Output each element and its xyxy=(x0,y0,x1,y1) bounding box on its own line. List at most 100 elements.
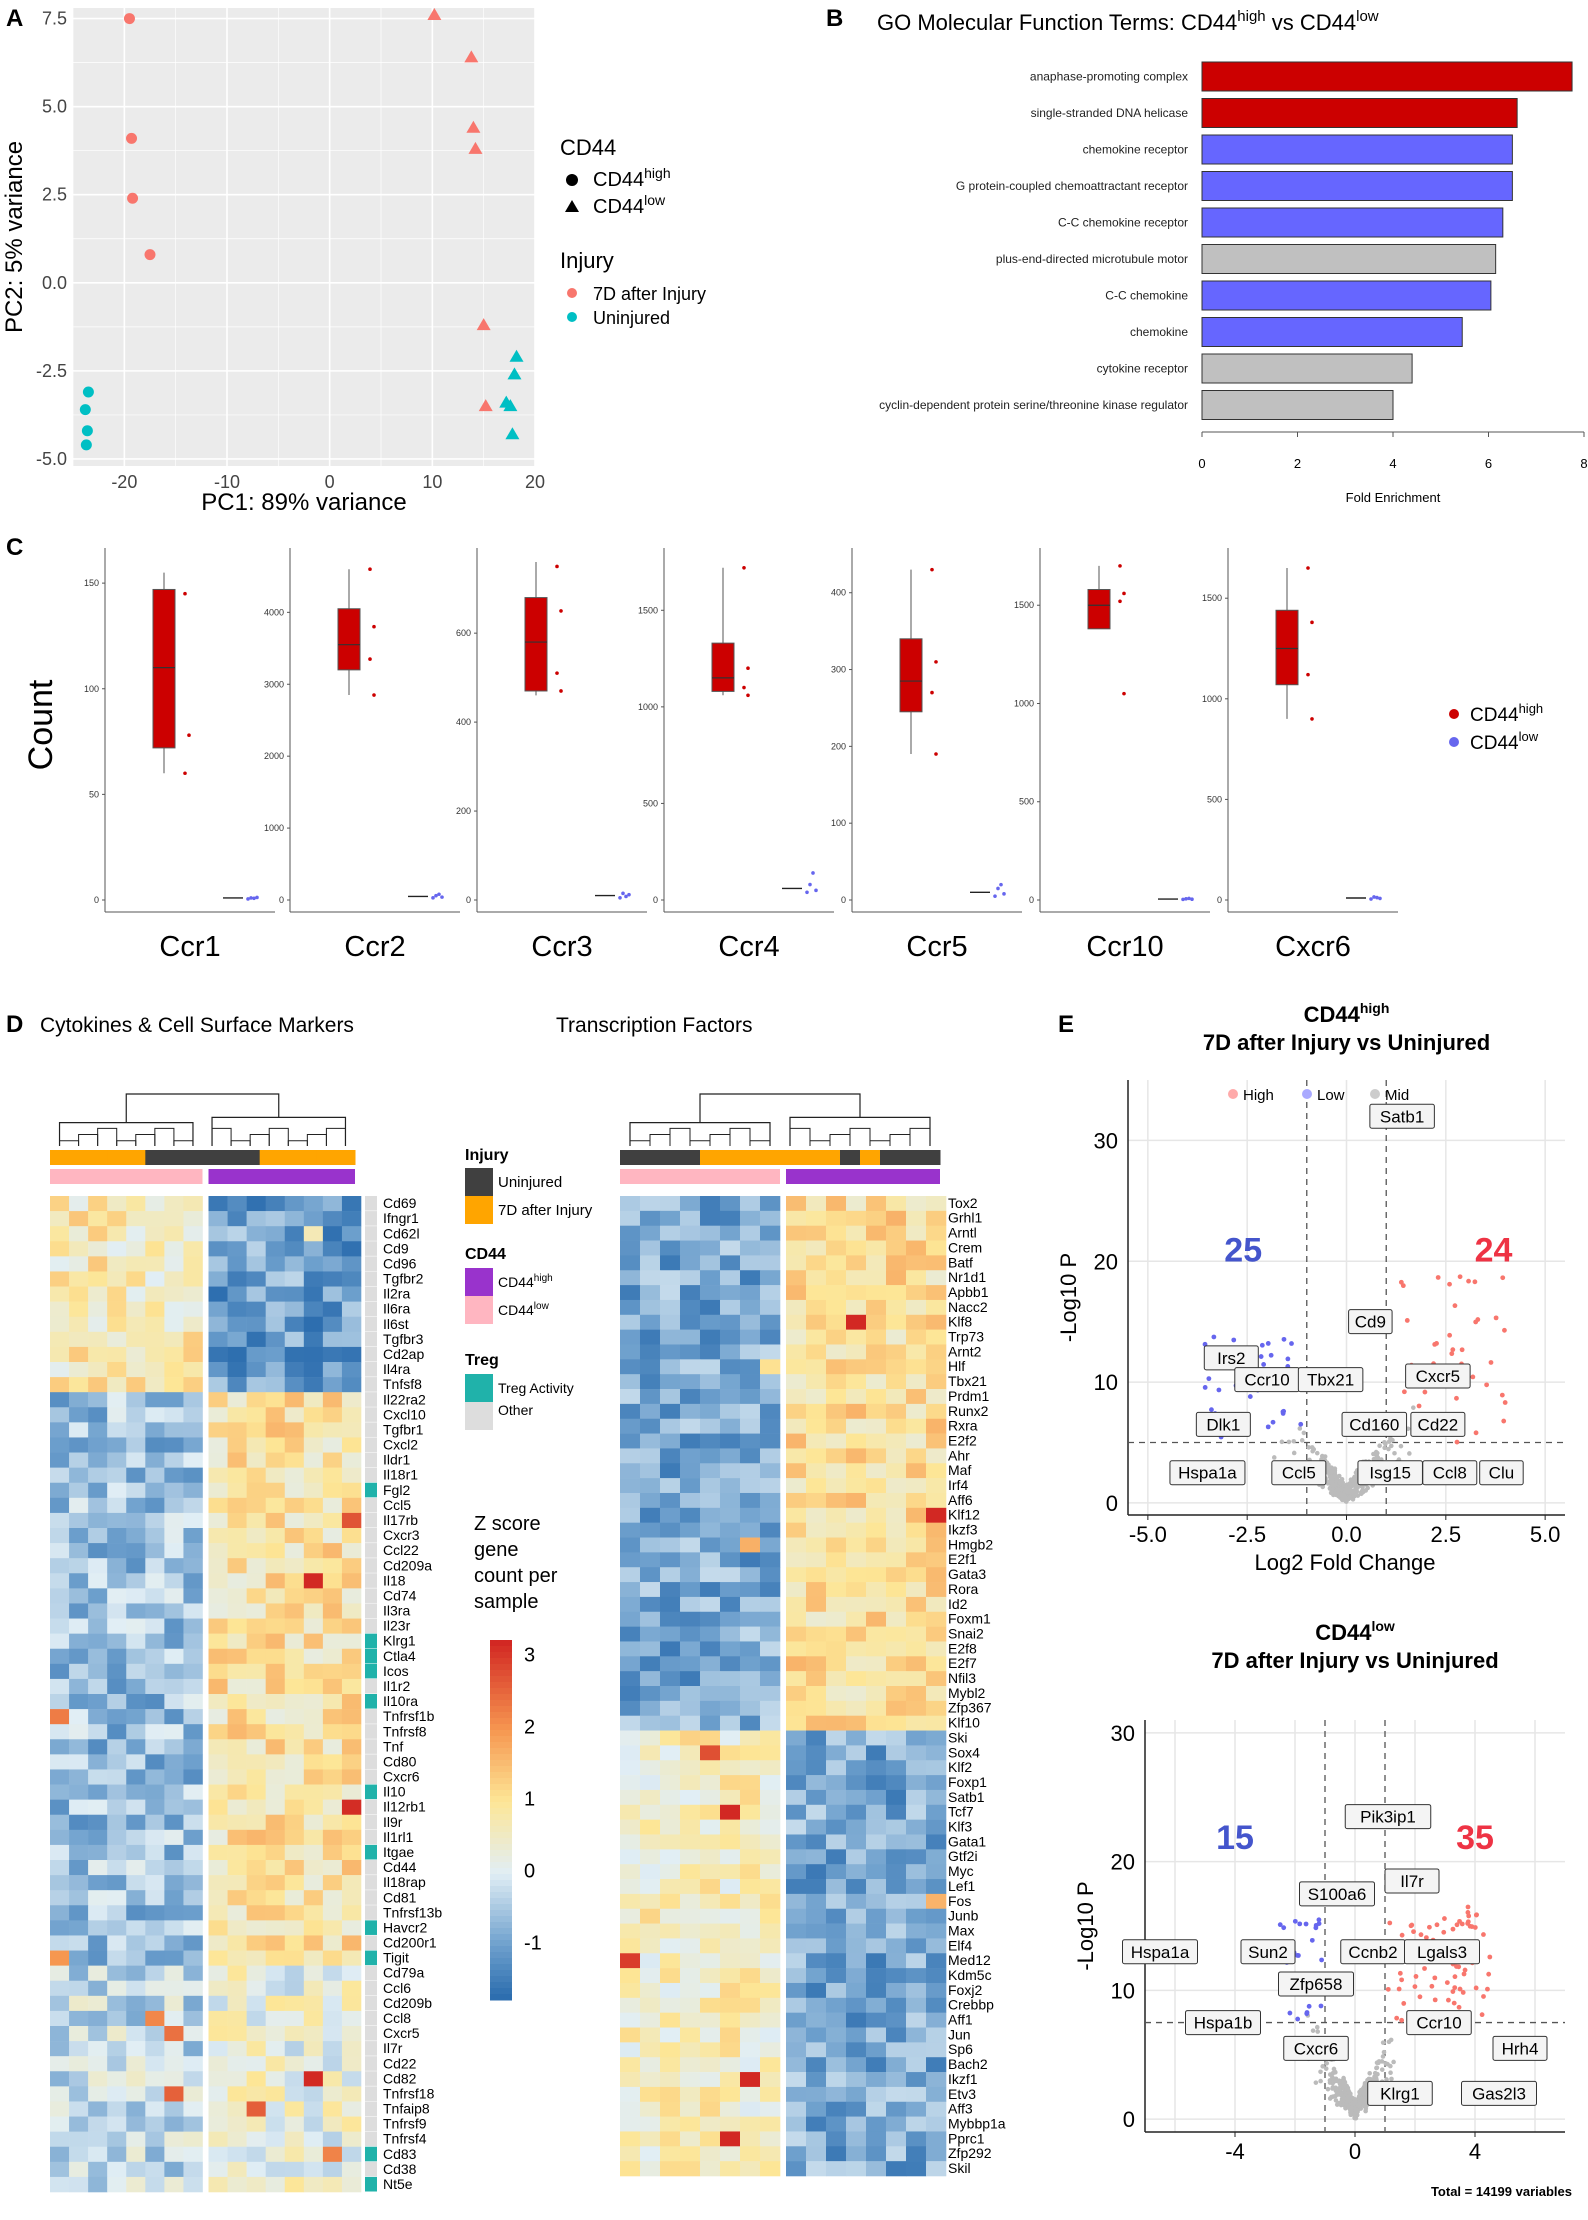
heatmap-cell xyxy=(846,1344,867,1360)
heatmap-cell xyxy=(660,2027,681,2043)
heatmap-cell xyxy=(265,1497,286,1514)
heatmap-cell xyxy=(660,1686,681,1702)
heatmap-cell xyxy=(740,1344,761,1360)
heatmap-cell xyxy=(88,1377,108,1393)
heatmap-cell xyxy=(660,1537,681,1553)
volcano-point-mid xyxy=(1411,1405,1416,1410)
heatmap-cell xyxy=(107,1422,127,1438)
treg-other-cell xyxy=(365,1905,377,1920)
heatmap-cell xyxy=(265,2116,286,2132)
heatmap-cell xyxy=(720,1656,741,1672)
legend-uninjured-swatch xyxy=(465,1168,493,1196)
heatmap-cell xyxy=(50,1543,70,1559)
heatmap-cell xyxy=(265,1814,286,1831)
heatmap-cell xyxy=(680,1389,701,1405)
heatmap-cell xyxy=(680,1864,701,1880)
heatmap-cell xyxy=(806,1879,827,1895)
heatmap-cell xyxy=(208,1739,228,1755)
legend-circle-marker xyxy=(566,174,578,186)
heatmap-cell xyxy=(886,2086,907,2103)
heatmap-cell xyxy=(700,1819,721,1835)
volcano-point-high xyxy=(1486,1971,1492,1977)
heatmap-gene-label: Tox2 xyxy=(948,1195,978,1211)
heatmap-cell xyxy=(926,1225,947,1241)
heatmap-cell xyxy=(660,2012,681,2028)
heatmap-cell xyxy=(640,2101,661,2117)
heatmap-cell xyxy=(660,1329,681,1345)
heatmap-gene-label: Tigit xyxy=(383,1950,409,1966)
heatmap-cell xyxy=(227,1392,247,1408)
heatmap-cell xyxy=(164,1331,184,1348)
heatmap-cell xyxy=(303,1528,324,1544)
volcano-point-high xyxy=(1465,1904,1471,1910)
volcano-point-mid xyxy=(1374,2065,1380,2071)
heatmap-cell xyxy=(227,1362,247,1378)
heatmap-cell xyxy=(720,2042,741,2058)
heatmap-gene-label: Runx2 xyxy=(948,1403,989,1419)
heatmap-cell xyxy=(760,1314,781,1330)
heatmap-cell xyxy=(740,1374,761,1390)
heatmap-cell xyxy=(246,1543,266,1559)
heatmap-cell xyxy=(680,2116,701,2132)
heatmap-cell xyxy=(866,1492,887,1509)
heatmap-cell xyxy=(740,1775,761,1791)
volcano-point-high xyxy=(1399,1932,1405,1938)
heatmap-cell xyxy=(50,2131,70,2148)
heatmap-cell xyxy=(322,1467,343,1484)
heatmap-cell xyxy=(886,1641,907,1657)
gene-label-box xyxy=(1169,1460,1246,1486)
box-point-high xyxy=(746,693,750,698)
heatmap-cell xyxy=(145,1754,165,1770)
zscore-color-step xyxy=(490,1940,512,1947)
box-point-high xyxy=(930,690,934,695)
heatmap-cell xyxy=(303,1724,324,1740)
heatmap-cell xyxy=(227,1950,247,1966)
heatmap-cell xyxy=(50,1754,70,1770)
heatmap-cell xyxy=(284,1452,305,1468)
zscore-color-step xyxy=(490,1976,512,1983)
pca-ytick: 7.5 xyxy=(42,9,67,29)
heatmap-cell xyxy=(322,1648,343,1665)
volcano-point-high xyxy=(1481,1994,1486,1999)
heatmap-cell xyxy=(846,1299,867,1316)
heatmap-cell xyxy=(107,1814,127,1831)
heatmap-gene-label: Bach2 xyxy=(948,2056,988,2072)
gene-label: Lgals3 xyxy=(1417,1943,1467,1962)
heatmap-cell xyxy=(906,1225,927,1241)
heatmap-cell xyxy=(145,1648,165,1665)
heatmap-cell xyxy=(322,1573,343,1589)
heatmap-cell xyxy=(322,1241,343,1257)
heatmap-cell xyxy=(760,1700,781,1716)
heatmap-cell xyxy=(246,2026,266,2042)
volcano-point-high xyxy=(1457,1986,1463,1992)
heatmap-cell xyxy=(640,2116,661,2132)
heatmap-cell xyxy=(284,2071,305,2087)
heatmap-cell xyxy=(284,1995,305,2012)
volcano-legend-marker xyxy=(1228,1089,1238,1099)
heatmap-cell xyxy=(126,1573,146,1589)
heatmap-cell xyxy=(126,1528,146,1544)
heatmap-cell xyxy=(620,1270,641,1286)
volcano-point-high xyxy=(1435,1275,1441,1280)
heatmap-cell xyxy=(50,1890,70,1906)
gene-label: Hspa1a xyxy=(1178,1464,1237,1483)
heatmap-cell xyxy=(107,2161,127,2178)
heatmap-cell xyxy=(826,1522,847,1538)
heatmap-cell xyxy=(107,1573,127,1589)
heatmap-cell xyxy=(720,2086,741,2103)
heatmap-cell xyxy=(720,1982,741,1999)
heatmap-cell xyxy=(208,1860,228,1876)
heatmap-cell xyxy=(866,1953,887,1969)
heatmap-cell xyxy=(700,1745,721,1761)
heatmap-cell xyxy=(183,1633,203,1650)
zscore-title-3: count per xyxy=(474,1565,558,1587)
heatmap-cell xyxy=(341,1331,362,1348)
heatmap-cell xyxy=(926,1908,947,1924)
heatmap-cell xyxy=(720,1225,741,1241)
heatmap-cell xyxy=(760,1478,781,1494)
heatmap-cell xyxy=(680,2027,701,2043)
volcano-point-low xyxy=(1316,1921,1322,1926)
gene-label: Gas2l3 xyxy=(1472,2084,1526,2103)
